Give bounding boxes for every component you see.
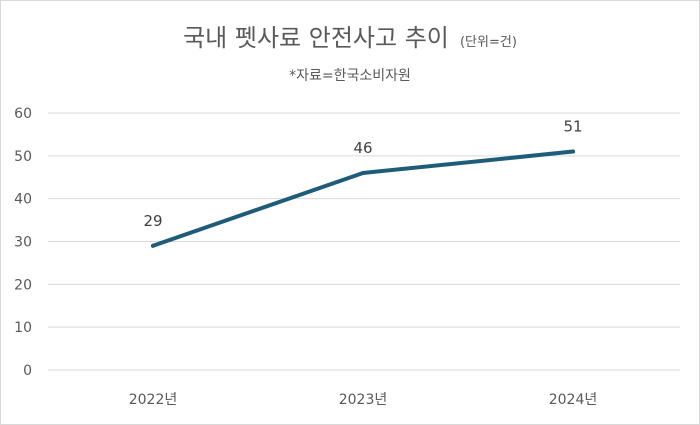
y-tick-label: 10 bbox=[14, 320, 32, 336]
data-point bbox=[571, 149, 575, 154]
y-tick-label: 60 bbox=[14, 106, 32, 122]
x-tick-label: 2023년 bbox=[339, 392, 388, 408]
data-label: 29 bbox=[143, 212, 162, 230]
y-tick-label: 20 bbox=[14, 277, 32, 293]
y-tick-label: 50 bbox=[14, 149, 32, 165]
chart-title-main: 국내 펫사료 안전사고 추이 bbox=[183, 24, 449, 52]
x-tick-label: 2024년 bbox=[549, 392, 598, 408]
x-tick-label: 2022년 bbox=[129, 392, 178, 408]
chart-title-unit: (단위=건) bbox=[460, 35, 517, 50]
y-tick-label: 40 bbox=[14, 192, 32, 208]
data-point bbox=[151, 243, 155, 248]
y-tick-label: 30 bbox=[14, 235, 32, 251]
x-axis-ticks: 2022년 2023년 2024년 bbox=[129, 392, 598, 408]
data-labels: 29 46 51 bbox=[143, 118, 582, 230]
data-label: 51 bbox=[563, 118, 582, 136]
data-point bbox=[361, 170, 365, 175]
chart-subtitle: *자료=한국소비자원 bbox=[289, 68, 411, 84]
gridlines bbox=[48, 112, 680, 371]
data-label: 46 bbox=[353, 139, 372, 157]
chart-title: 국내 펫사료 안전사고 추이 (단위=건) bbox=[183, 24, 517, 52]
y-axis-ticks: 0 10 20 30 40 50 60 bbox=[14, 106, 32, 379]
series-layer bbox=[151, 149, 575, 248]
y-tick-label: 0 bbox=[23, 363, 32, 379]
